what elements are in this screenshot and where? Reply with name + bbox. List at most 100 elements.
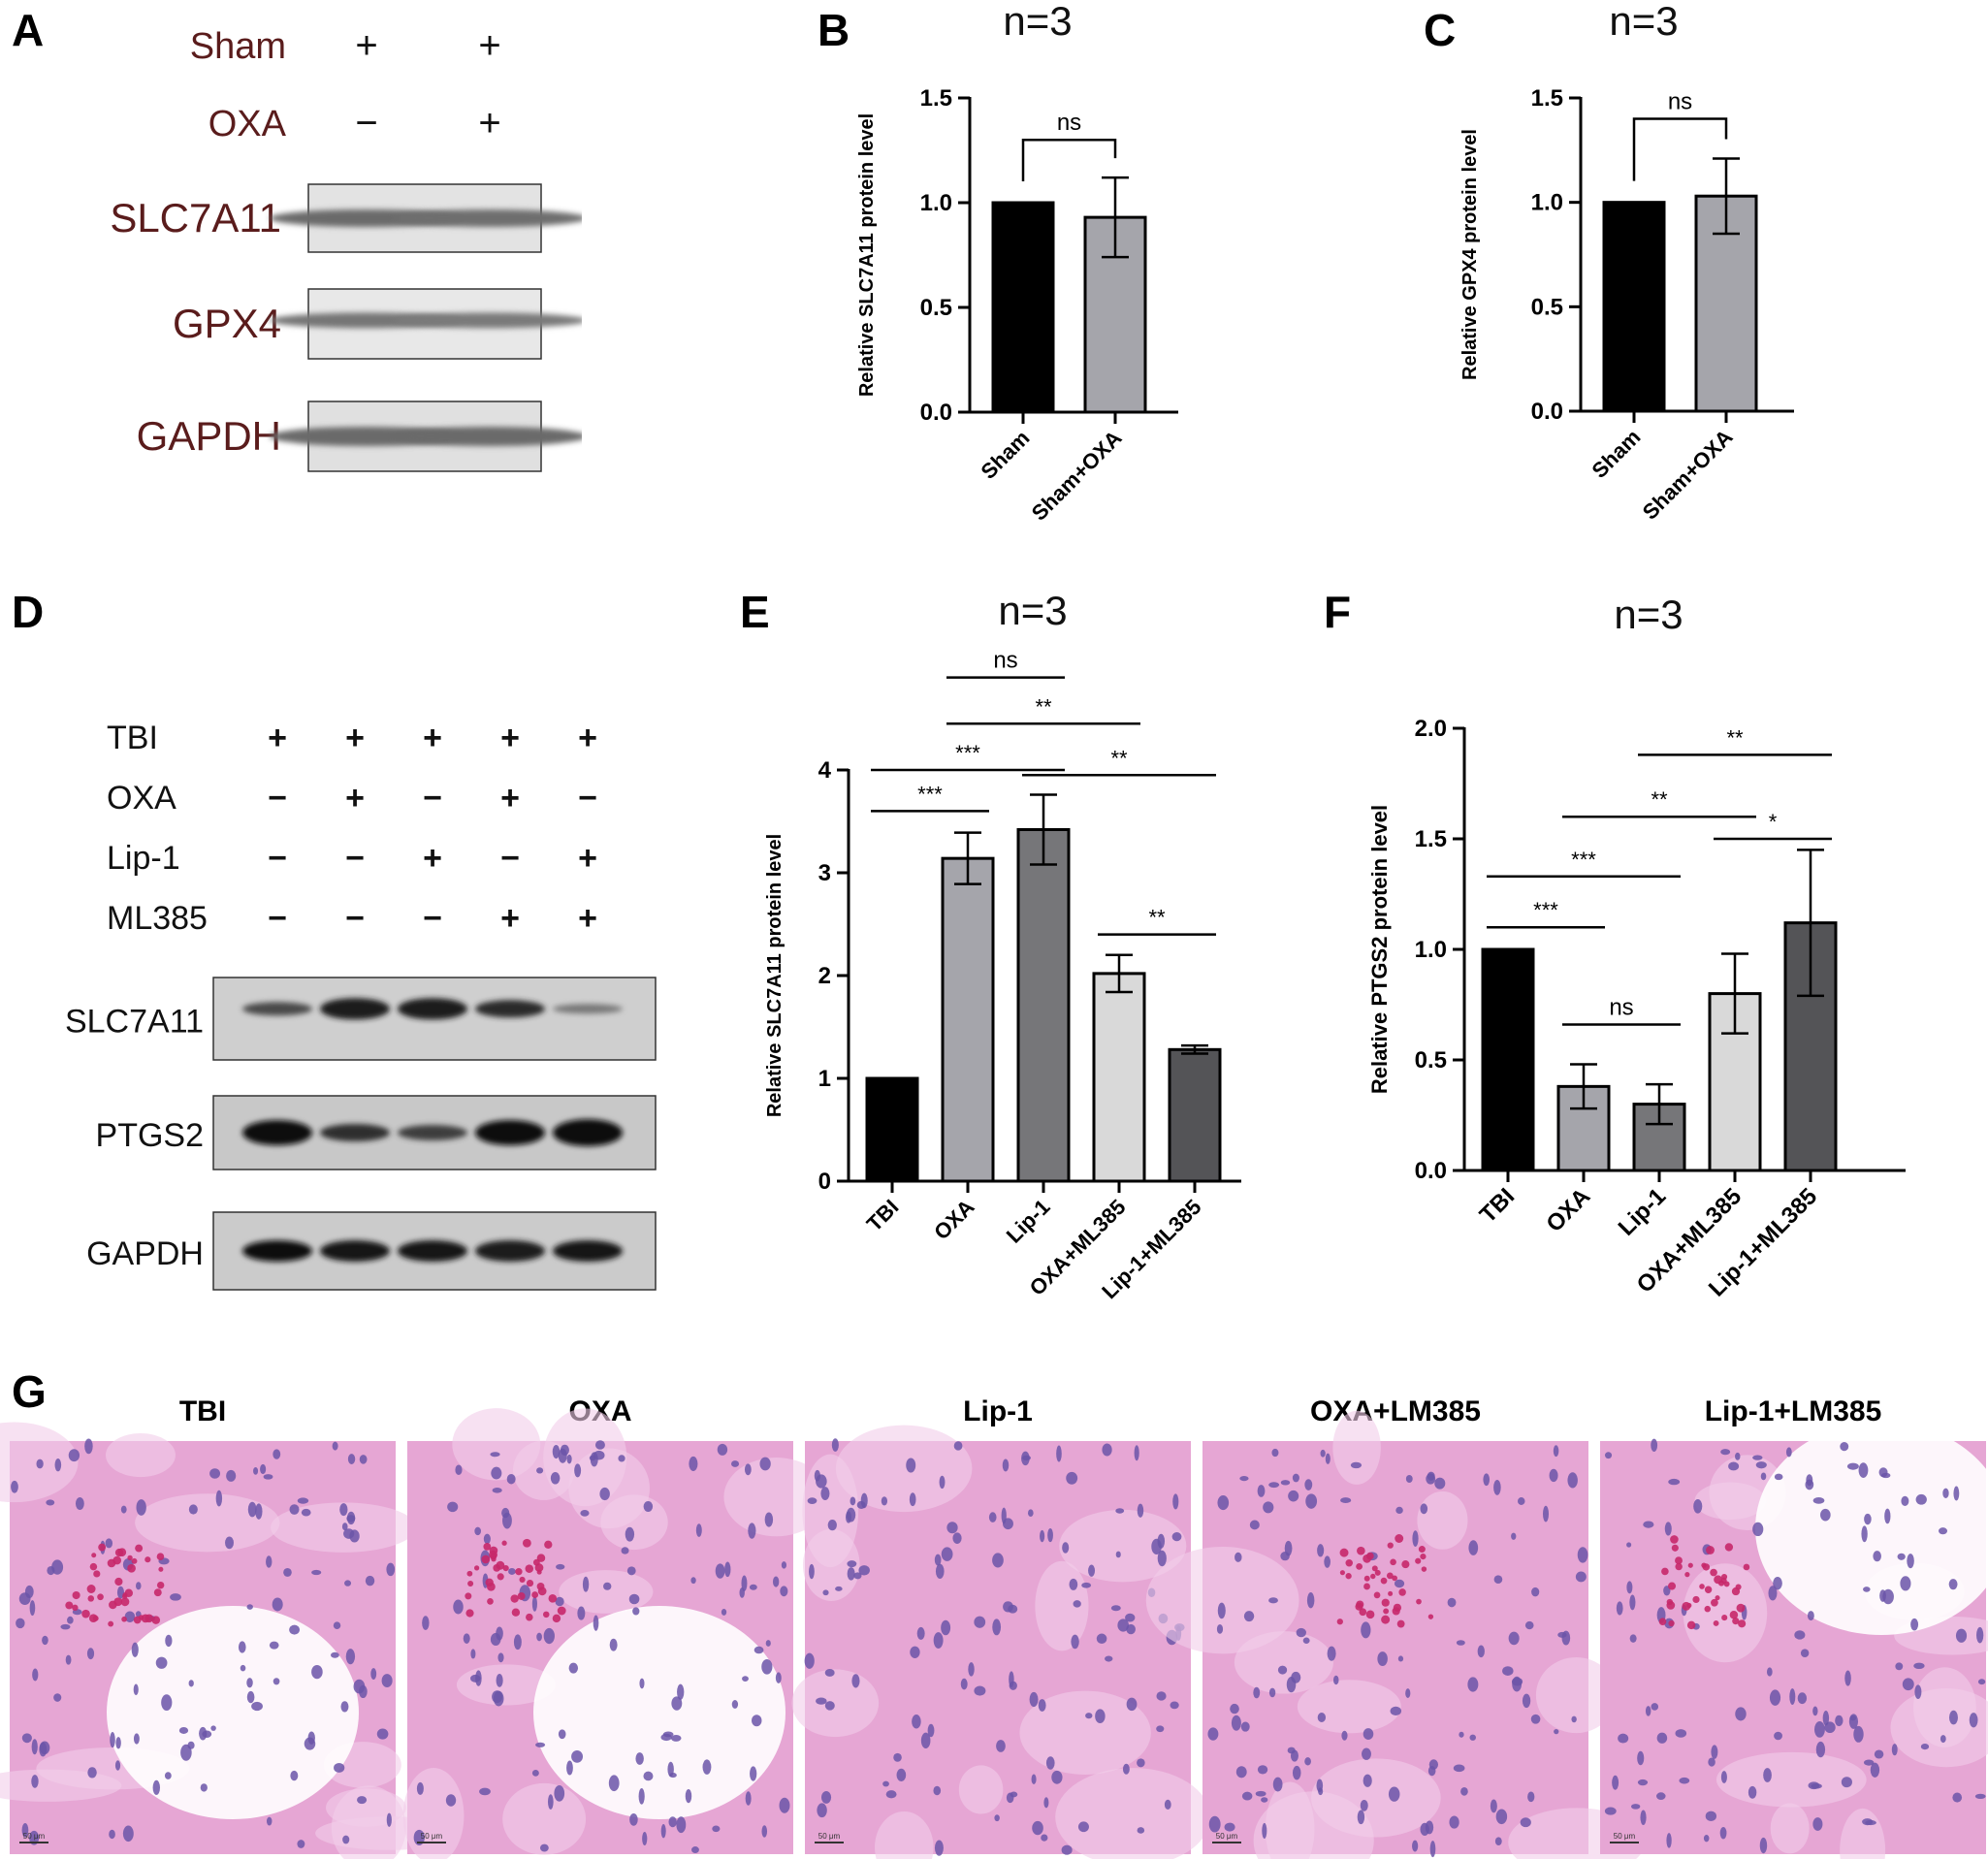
nucleus [1350, 1461, 1363, 1469]
nucleus [809, 1563, 815, 1580]
nucleus [84, 1438, 93, 1455]
nucleus [445, 1794, 457, 1807]
nucleus [199, 1726, 208, 1741]
red-blood-cell [72, 1604, 79, 1612]
nucleus [531, 1596, 537, 1612]
nucleus [593, 1450, 605, 1460]
nucleus [1840, 1442, 1849, 1452]
blot-band [475, 1000, 545, 1018]
nucleus [1974, 1793, 1986, 1799]
nucleus [568, 1662, 579, 1674]
tissue-patch [1145, 1546, 1299, 1654]
nucleus [1137, 1758, 1145, 1768]
nucleus [1257, 1485, 1266, 1497]
red-blood-cell [108, 1620, 114, 1627]
nucleus [1629, 1594, 1636, 1611]
y-tick-label: 2.0 [1415, 716, 1447, 742]
nucleus [994, 1814, 1000, 1822]
nucleus [1081, 1582, 1092, 1588]
blot-sign: − [355, 102, 377, 144]
nucleus [660, 1823, 666, 1839]
histology-image: 50 μm [1145, 1410, 1646, 1859]
nucleus [685, 1788, 692, 1804]
nucleus [493, 1690, 504, 1707]
nucleus [1530, 1714, 1541, 1724]
nucleus [1493, 1479, 1501, 1495]
nucleus [764, 1512, 774, 1527]
nucleus [1029, 1691, 1039, 1708]
nucleus [1494, 1837, 1502, 1845]
red-blood-cell [1356, 1562, 1363, 1570]
nucleus [1651, 1703, 1659, 1711]
nucleus [1844, 1670, 1851, 1686]
y-tick-label: 0.0 [920, 400, 952, 426]
nucleus [53, 1693, 62, 1702]
tissue-patch [1683, 1563, 1768, 1663]
nucleus [155, 1656, 168, 1669]
red-blood-cell [1357, 1546, 1365, 1555]
nucleus [491, 1466, 502, 1480]
nucleus [695, 1523, 702, 1537]
nucleus [1241, 1791, 1253, 1801]
y-tick-label: 1.5 [1531, 85, 1563, 112]
nucleus [359, 1455, 368, 1464]
nucleus [492, 1488, 502, 1493]
nucleus [1157, 1550, 1167, 1567]
nucleus [1522, 1693, 1531, 1709]
nucleus [1426, 1473, 1436, 1485]
nucleus [263, 1474, 273, 1480]
red-blood-cell [1735, 1584, 1742, 1590]
nucleus [1217, 1495, 1230, 1511]
nucleus [1137, 1827, 1145, 1834]
nucleus [1948, 1710, 1958, 1725]
scale-bar-label: 50 μm [421, 1832, 443, 1841]
red-blood-cell [1383, 1608, 1390, 1615]
blot-band [475, 1120, 545, 1145]
blot-band-label: GAPDH [86, 1235, 204, 1272]
nucleus [1900, 1576, 1911, 1591]
red-blood-cell [158, 1566, 164, 1572]
bar [1481, 947, 1535, 1172]
scale-bar-label: 50 μm [1614, 1832, 1636, 1841]
nucleus [1884, 1508, 1891, 1524]
nucleus [1812, 1497, 1825, 1504]
nucleus [1969, 1713, 1978, 1728]
red-blood-cell [526, 1613, 533, 1621]
nucleus [780, 1586, 788, 1597]
significance-label: *** [917, 782, 943, 806]
nucleus [609, 1638, 618, 1651]
nucleus [759, 1457, 771, 1471]
significance-label: *** [1571, 848, 1596, 872]
nucleus [1948, 1579, 1958, 1590]
nucleus [1304, 1479, 1313, 1490]
nucleus [131, 1642, 139, 1657]
nucleus [42, 1635, 48, 1646]
bar-chart-b: n=3 Relative SLC7A11 protein level 0.0 0.5 1… [856, 0, 1178, 526]
nucleus [246, 1678, 253, 1688]
tissue-patch [958, 1765, 1004, 1814]
nucleus [225, 1536, 235, 1550]
nucleus [1292, 1765, 1301, 1780]
blot-sign: − [268, 840, 287, 877]
nucleus [1325, 1453, 1331, 1464]
nucleus [1362, 1747, 1371, 1760]
x-tick-label: Sham [976, 426, 1034, 484]
nucleus [896, 1768, 907, 1781]
nucleus [365, 1575, 375, 1587]
red-blood-cell [465, 1592, 472, 1600]
nucleus [1495, 1809, 1508, 1825]
nucleus [1637, 1779, 1649, 1786]
blot-sign: − [578, 780, 597, 817]
nucleus [558, 1729, 566, 1740]
red-blood-cell [121, 1616, 127, 1622]
red-blood-cell [1345, 1573, 1352, 1580]
blot-band [320, 1124, 390, 1141]
nucleus [599, 1487, 610, 1501]
nucleus [272, 1597, 283, 1612]
nucleus [39, 1742, 48, 1757]
red-blood-cell [156, 1581, 165, 1589]
nucleus [1910, 1618, 1919, 1631]
nucleus [1284, 1540, 1293, 1556]
nucleus [1360, 1799, 1368, 1811]
nucleus [1459, 1731, 1464, 1738]
